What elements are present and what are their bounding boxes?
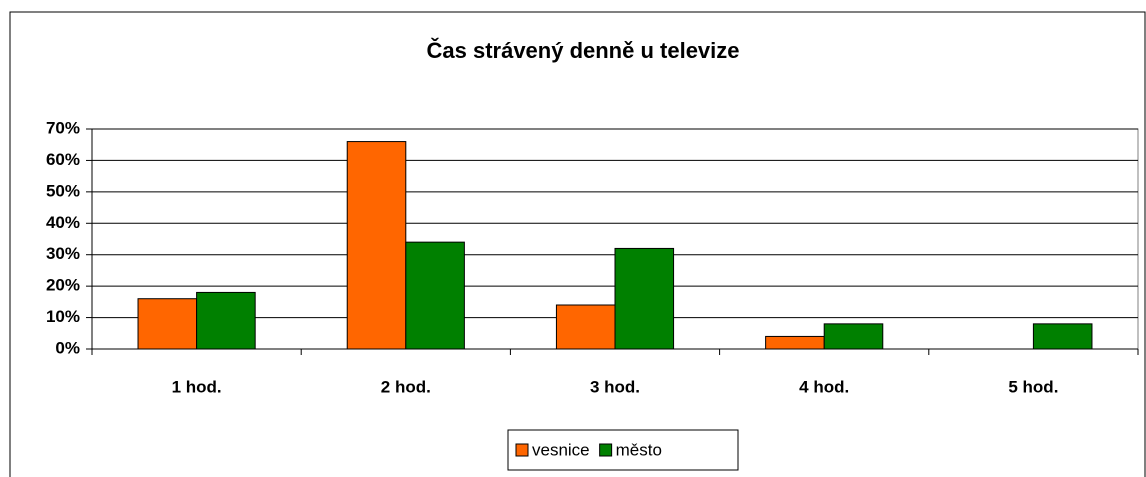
x-tick-label: 1 hod.: [172, 377, 222, 396]
y-tick-label: 10%: [46, 307, 80, 326]
legend-swatch: [599, 443, 613, 457]
legend-swatch: [515, 443, 529, 457]
legend-label: vesnice: [532, 440, 590, 459]
bar: [1032, 323, 1093, 350]
y-tick-label: 50%: [46, 181, 80, 200]
bar: [196, 291, 256, 350]
x-tick-label: 2 hod.: [381, 377, 431, 396]
bar: [405, 241, 465, 350]
x-tick-label: 4 hod.: [799, 377, 849, 396]
x-tick-label: 5 hod.: [1008, 377, 1058, 396]
y-tick-label: 40%: [46, 213, 80, 232]
legend-box: [507, 429, 739, 471]
bar: [823, 323, 884, 350]
y-tick-label: 60%: [46, 150, 80, 169]
chart-title: Čas strávený denně u televize: [426, 38, 739, 63]
y-tick-label: 0%: [55, 338, 80, 357]
bar: [137, 298, 198, 350]
chart-frame: [9, 11, 1146, 477]
bar: [765, 335, 825, 350]
bar: [555, 304, 616, 350]
bar: [346, 141, 407, 350]
bar: [614, 247, 675, 350]
y-tick-label: 70%: [46, 118, 80, 137]
y-tick-label: 20%: [46, 276, 80, 295]
legend-label: město: [616, 440, 662, 459]
x-tick-label: 3 hod.: [590, 377, 640, 396]
y-tick-label: 30%: [46, 244, 80, 263]
